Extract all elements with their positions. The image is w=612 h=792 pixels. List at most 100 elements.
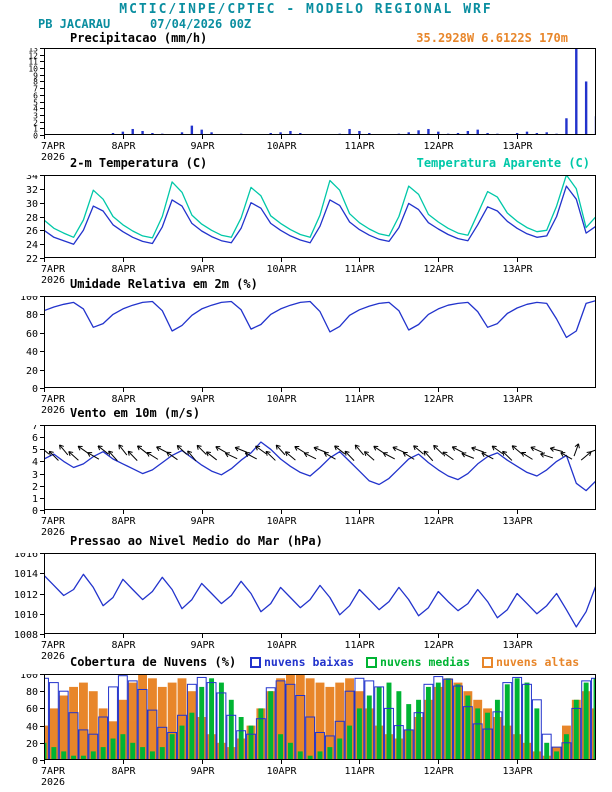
- svg-text:9APR: 9APR: [190, 264, 215, 275]
- station-name: PB JACARAU: [38, 17, 111, 31]
- svg-text:7APR: 7APR: [41, 640, 66, 651]
- svg-text:7APR: 7APR: [41, 264, 66, 275]
- svg-text:7APR: 7APR: [41, 516, 66, 527]
- svg-text:26: 26: [26, 226, 38, 237]
- clouds-title: Cobertura de Nuvens (%): [70, 655, 237, 669]
- temperature-title-row: 2-m Temperatura (C) Temperatura Aparente…: [0, 156, 612, 170]
- svg-text:30: 30: [26, 199, 38, 210]
- svg-text:28: 28: [26, 213, 38, 224]
- svg-text:13APR: 13APR: [502, 640, 533, 651]
- svg-text:11APR: 11APR: [344, 766, 375, 777]
- svg-text:12APR: 12APR: [423, 766, 454, 777]
- svg-text:11APR: 11APR: [344, 640, 375, 651]
- svg-text:8APR: 8APR: [111, 141, 136, 152]
- svg-text:8APR: 8APR: [111, 394, 136, 405]
- svg-text:12: 12: [28, 51, 38, 60]
- svg-text:8APR: 8APR: [111, 516, 136, 527]
- svg-text:0: 0: [32, 384, 38, 395]
- legend-high-clouds: nuvens altas: [482, 655, 579, 669]
- svg-text:10APR: 10APR: [266, 264, 297, 275]
- svg-text:9: 9: [33, 71, 38, 80]
- precipitation-title-row: Precipitacao (mm/h) 35.2928W 6.6122S 170…: [0, 31, 612, 45]
- clouds-title-row: Cobertura de Nuvens (%) nuvens baixas nu…: [0, 655, 612, 669]
- svg-text:10APR: 10APR: [266, 640, 297, 651]
- svg-text:80: 80: [26, 687, 38, 698]
- svg-text:11APR: 11APR: [344, 394, 375, 405]
- high-clouds-swatch-icon: [482, 656, 494, 668]
- svg-text:1008: 1008: [14, 630, 38, 641]
- svg-text:13APR: 13APR: [502, 766, 533, 777]
- svg-text:2026: 2026: [41, 651, 65, 662]
- precipitation-title: Precipitacao (mm/h): [70, 31, 208, 45]
- svg-text:24: 24: [26, 240, 38, 251]
- svg-text:1: 1: [32, 494, 38, 505]
- svg-text:40: 40: [26, 722, 38, 733]
- svg-text:2026: 2026: [41, 275, 65, 286]
- svg-text:9APR: 9APR: [190, 640, 215, 651]
- svg-text:12APR: 12APR: [423, 394, 454, 405]
- svg-text:3: 3: [33, 111, 38, 120]
- svg-text:1: 1: [33, 124, 38, 133]
- svg-text:12APR: 12APR: [423, 264, 454, 275]
- svg-text:22: 22: [26, 254, 38, 265]
- svg-text:0: 0: [32, 756, 38, 767]
- svg-text:20: 20: [26, 366, 38, 377]
- svg-text:7APR: 7APR: [41, 141, 66, 152]
- svg-text:13APR: 13APR: [502, 141, 533, 152]
- svg-text:10APR: 10APR: [266, 516, 297, 527]
- clouds-legend: nuvens baixas nuvens medias nuvens altas: [250, 655, 579, 669]
- temperature-chart: 22 24 26 28 30 32 34 7APR 2026 8APR 9APR 10APR 11APR…: [0, 171, 612, 290]
- station-coordinates: 35.2928W 6.6122S 170m: [416, 31, 568, 45]
- svg-text:1010: 1010: [14, 610, 38, 621]
- svg-text:8: 8: [33, 77, 38, 86]
- svg-text:13APR: 13APR: [502, 394, 533, 405]
- svg-text:13APR: 13APR: [502, 516, 533, 527]
- svg-text:10APR: 10APR: [266, 394, 297, 405]
- svg-text:40: 40: [26, 347, 38, 358]
- svg-text:2026: 2026: [41, 405, 65, 416]
- svg-text:2026: 2026: [41, 152, 65, 163]
- svg-text:2026: 2026: [41, 527, 65, 538]
- svg-text:34: 34: [26, 175, 38, 182]
- svg-text:1016: 1016: [14, 553, 38, 560]
- svg-text:7: 7: [32, 425, 38, 432]
- svg-text:0: 0: [32, 506, 38, 517]
- svg-text:8APR: 8APR: [111, 766, 136, 777]
- legend-mid-clouds: nuvens medias: [366, 655, 470, 669]
- svg-text:11: 11: [28, 57, 38, 66]
- pressure-chart: 1008 1010 1012 1014 1016 7APR 2026 8APR 9APR 10AP…: [0, 549, 612, 666]
- svg-text:13APR: 13APR: [502, 264, 533, 275]
- svg-text:2026: 2026: [41, 777, 65, 788]
- svg-text:20: 20: [26, 739, 38, 750]
- svg-text:5: 5: [32, 445, 38, 456]
- svg-text:100: 100: [20, 296, 38, 303]
- svg-text:60: 60: [26, 329, 38, 340]
- svg-text:6: 6: [33, 91, 38, 100]
- svg-text:100: 100: [20, 674, 38, 681]
- svg-text:5: 5: [33, 98, 38, 107]
- page-title: MCTIC/INPE/CPTEC - MODELO REGIONAL WRF: [119, 2, 493, 17]
- pressure-title: Pressao ao Nivel Medio do Mar (hPa): [70, 534, 323, 548]
- svg-text:1012: 1012: [14, 590, 38, 601]
- svg-text:13: 13: [28, 48, 38, 53]
- svg-text:12APR: 12APR: [423, 141, 454, 152]
- svg-text:3: 3: [32, 470, 38, 481]
- svg-text:8APR: 8APR: [111, 264, 136, 275]
- run-datetime: 07/04/2026 00Z: [150, 17, 252, 31]
- svg-text:0: 0: [33, 131, 38, 140]
- apparent-temperature-label: Temperatura Aparente (C): [416, 156, 590, 170]
- svg-text:32: 32: [26, 185, 38, 196]
- legend-mid-clouds-label: nuvens medias: [380, 655, 471, 669]
- svg-text:7APR: 7APR: [41, 394, 66, 405]
- svg-text:80: 80: [26, 310, 38, 321]
- mid-clouds-swatch-icon: [366, 656, 378, 668]
- svg-text:1014: 1014: [14, 569, 38, 580]
- svg-text:7APR: 7APR: [41, 766, 66, 777]
- svg-text:2: 2: [33, 118, 38, 127]
- svg-text:9APR: 9APR: [190, 141, 215, 152]
- svg-text:11APR: 11APR: [344, 516, 375, 527]
- humidity-title: Umidade Relativa em 2m (%): [70, 277, 258, 291]
- humidity-title-row: Umidade Relativa em 2m (%): [0, 277, 612, 291]
- wind-title: Vento em 10m (m/s): [70, 406, 201, 420]
